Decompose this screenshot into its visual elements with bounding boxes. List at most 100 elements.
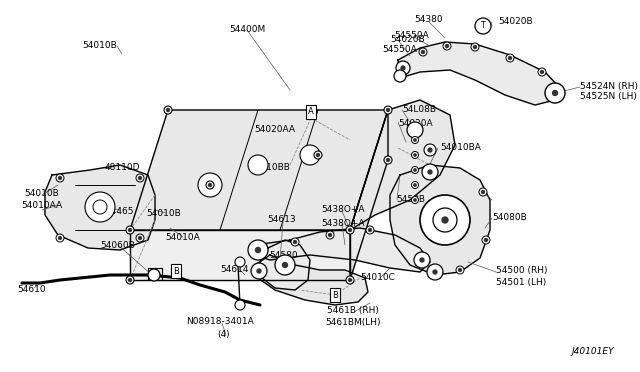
Text: 54020A: 54020A <box>398 119 433 128</box>
Text: 54500 (RH): 54500 (RH) <box>496 266 547 276</box>
Polygon shape <box>260 240 310 290</box>
Polygon shape <box>350 110 388 280</box>
Text: 54020B: 54020B <box>390 35 424 45</box>
Circle shape <box>138 176 141 180</box>
Circle shape <box>433 270 437 274</box>
Circle shape <box>414 252 430 268</box>
Circle shape <box>414 199 416 201</box>
Circle shape <box>206 181 214 189</box>
Circle shape <box>56 174 64 182</box>
Text: B: B <box>332 291 338 299</box>
Text: 54400M: 54400M <box>229 26 265 35</box>
Circle shape <box>412 151 419 158</box>
Polygon shape <box>398 42 560 105</box>
Text: 54010A: 54010A <box>166 232 200 241</box>
Text: 54550A: 54550A <box>395 32 429 41</box>
Circle shape <box>366 226 374 234</box>
Circle shape <box>484 238 488 241</box>
Text: 54L08B: 54L08B <box>402 106 436 115</box>
Circle shape <box>384 106 392 114</box>
Circle shape <box>420 195 470 245</box>
Text: 54501 (LH): 54501 (LH) <box>496 279 547 288</box>
Circle shape <box>275 255 295 275</box>
Polygon shape <box>350 100 455 230</box>
Circle shape <box>442 217 448 223</box>
Text: T: T <box>481 22 485 31</box>
Circle shape <box>198 173 222 197</box>
Circle shape <box>384 156 392 164</box>
Polygon shape <box>45 165 155 250</box>
Circle shape <box>317 154 319 157</box>
Circle shape <box>538 68 546 76</box>
Circle shape <box>58 176 61 180</box>
Circle shape <box>433 208 457 232</box>
Circle shape <box>427 264 443 280</box>
Circle shape <box>346 226 354 234</box>
Circle shape <box>412 196 419 203</box>
Circle shape <box>164 106 172 114</box>
Circle shape <box>235 300 245 310</box>
Polygon shape <box>130 230 350 280</box>
Circle shape <box>300 145 320 165</box>
Circle shape <box>166 109 170 112</box>
Text: N08918-3401A: N08918-3401A <box>186 317 254 327</box>
Circle shape <box>475 18 491 34</box>
Circle shape <box>138 237 141 240</box>
Circle shape <box>136 234 144 242</box>
Text: 5461BM(LH): 5461BM(LH) <box>325 318 381 327</box>
Circle shape <box>443 42 451 50</box>
Circle shape <box>482 236 490 244</box>
Circle shape <box>58 237 61 240</box>
Text: 48110D: 48110D <box>104 164 140 173</box>
Circle shape <box>369 228 371 231</box>
Circle shape <box>349 279 351 282</box>
Text: A: A <box>308 108 314 116</box>
Circle shape <box>387 109 390 112</box>
Circle shape <box>209 183 211 186</box>
Text: 5461B (RH): 5461B (RH) <box>327 307 379 315</box>
Text: 54613: 54613 <box>268 215 296 224</box>
Circle shape <box>541 71 543 74</box>
Circle shape <box>396 61 410 75</box>
Circle shape <box>414 184 416 186</box>
Circle shape <box>326 231 334 239</box>
Circle shape <box>148 269 160 281</box>
Circle shape <box>428 170 432 174</box>
Text: 54010B: 54010B <box>24 189 60 199</box>
Text: 54010AA: 54010AA <box>21 202 63 211</box>
Text: 54524N (RH): 54524N (RH) <box>580 81 638 90</box>
Circle shape <box>422 164 438 180</box>
Circle shape <box>251 263 267 279</box>
Circle shape <box>420 258 424 262</box>
Circle shape <box>471 43 479 51</box>
Circle shape <box>412 182 419 189</box>
Text: 54010BB: 54010BB <box>250 164 291 173</box>
Circle shape <box>282 263 287 267</box>
Circle shape <box>394 70 406 82</box>
Text: 54010B: 54010B <box>147 208 181 218</box>
Circle shape <box>294 241 296 244</box>
Text: 54610: 54610 <box>18 285 46 295</box>
Circle shape <box>248 155 268 175</box>
Circle shape <box>235 257 245 267</box>
Circle shape <box>257 269 261 273</box>
Circle shape <box>255 247 260 253</box>
Text: 54080B: 54080B <box>492 214 527 222</box>
Circle shape <box>428 148 432 152</box>
Polygon shape <box>255 255 368 305</box>
Text: 54614: 54614 <box>221 266 249 275</box>
Circle shape <box>126 276 134 284</box>
Text: 54010C: 54010C <box>360 273 396 282</box>
Text: 5438O+A: 5438O+A <box>321 218 365 228</box>
Text: 54525N (LH): 54525N (LH) <box>580 93 637 102</box>
Circle shape <box>126 226 134 234</box>
Text: (4): (4) <box>218 330 230 339</box>
Text: 5458B: 5458B <box>396 196 425 205</box>
Circle shape <box>387 158 390 161</box>
Polygon shape <box>255 228 430 272</box>
Polygon shape <box>390 165 490 275</box>
Circle shape <box>552 90 557 96</box>
Circle shape <box>93 200 107 214</box>
Text: 5438O+A: 5438O+A <box>321 205 365 215</box>
Circle shape <box>136 174 144 182</box>
